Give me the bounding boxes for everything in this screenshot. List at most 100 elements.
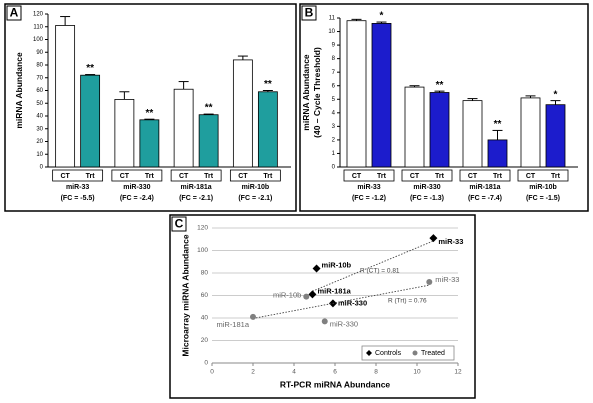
y-tick-label: 8: [332, 56, 336, 62]
y-tick-label: 0: [332, 165, 336, 171]
x-tick-label: 8: [374, 369, 378, 376]
group-note: (FC = -2.1): [179, 195, 213, 202]
bar: [346, 20, 367, 168]
x-tick-label: 4: [292, 369, 296, 376]
point-label: miR-33: [435, 275, 459, 284]
group-label: miR-10b: [242, 184, 270, 191]
x-tick-label: CT: [468, 173, 478, 180]
point-label: miR-181a: [216, 320, 249, 329]
group-label: miR-10b: [529, 184, 557, 191]
panel-frame: [169, 214, 476, 399]
x-tick-label: Trt: [435, 173, 445, 180]
x-tick-label: Trt: [493, 173, 503, 180]
annotation: R (Trt) = 0.76: [388, 298, 427, 305]
panel-label-box: [301, 5, 317, 21]
group-note: (FC = -1.3): [410, 195, 444, 202]
panel-frame: [299, 3, 589, 212]
x-tick-label: CT: [352, 173, 362, 180]
y-tick-label: 120: [197, 225, 208, 232]
x-tick-label: Trt: [86, 173, 96, 180]
y-tick-label: 60: [36, 88, 43, 94]
x-tick-label: CT: [60, 173, 70, 180]
group-note: (FC = -1.5): [526, 195, 560, 202]
category-box: [459, 169, 511, 182]
significance-label: **: [436, 80, 444, 91]
y-tick-label: 2: [332, 137, 336, 143]
bar: [173, 88, 194, 168]
category-box: [343, 169, 395, 182]
y-tick-label: 120: [33, 12, 44, 18]
group-label: miR-330: [123, 184, 150, 191]
y-tick-label: 110: [33, 24, 43, 30]
group-label: miR-330: [413, 184, 440, 191]
group-label: miR-181a: [181, 184, 212, 191]
annotation: R (CT) = 0.81: [360, 268, 400, 275]
y-tick-label: 100: [33, 37, 44, 43]
point: [303, 293, 310, 300]
y-tick-label: 20: [36, 139, 43, 145]
x-tick-label: 2: [251, 369, 255, 376]
point: [312, 264, 321, 273]
x-tick-label: CT: [179, 173, 189, 180]
y-tick-label: 3: [332, 124, 336, 130]
group-label: miR-33: [357, 184, 380, 191]
y-tick-label: 0: [204, 360, 208, 367]
x-tick-label: CT: [120, 173, 130, 180]
y-tick-label: 10: [36, 152, 43, 158]
y-tick-label: 9: [332, 43, 336, 49]
group-note: (FC = -5.5): [61, 195, 95, 202]
y-tick-label: 90: [36, 50, 43, 56]
category-box: [517, 169, 569, 182]
x-tick-label: CT: [526, 173, 536, 180]
point-label: miR-181a: [317, 286, 351, 295]
y-axis-title: Microarray miRNA Abundance: [180, 234, 190, 356]
x-tick-label: Trt: [377, 173, 387, 180]
x-tick-label: CT: [410, 173, 420, 180]
legend-marker: [412, 350, 418, 356]
bar: [80, 74, 101, 168]
point-label: miR-330: [330, 319, 358, 328]
x-tick-label: 10: [413, 369, 421, 376]
bar: [404, 86, 425, 168]
panel-label-box: [6, 5, 22, 21]
x-tick-label: CT: [238, 173, 248, 180]
x-tick-label: Trt: [551, 173, 561, 180]
legend-label: Treated: [421, 350, 445, 357]
bar: [257, 91, 278, 168]
y-tick-label: 4: [332, 110, 336, 116]
significance-label: **: [494, 119, 502, 130]
group-note: (FC = -2.1): [238, 195, 272, 202]
point-label: miR-10b: [273, 291, 301, 300]
category-box: [111, 169, 163, 182]
y-tick-label: 0: [40, 165, 44, 171]
y-tick-label: 80: [201, 270, 209, 277]
group-label: miR-181a: [469, 184, 500, 191]
point: [308, 290, 317, 299]
panel-label: A: [10, 6, 19, 20]
y-tick-label: 5: [332, 97, 336, 103]
significance-label: *: [380, 11, 384, 22]
significance-label: **: [145, 108, 153, 119]
x-axis-title: RT-PCR miRNA Abundance: [280, 379, 391, 389]
y-axis-title-line: (40 – Cycle Threshold): [312, 47, 322, 138]
y-tick-label: 11: [329, 16, 336, 22]
bar: [198, 114, 219, 168]
y-tick-label: 20: [201, 337, 209, 344]
legend-box: [361, 345, 455, 361]
x-tick-label: Trt: [145, 173, 155, 180]
y-axis-title: miRNA Abundance(40 – Cycle Threshold): [301, 47, 322, 138]
category-box: [170, 169, 222, 182]
trendline: [312, 240, 434, 292]
y-tick-label: 40: [201, 315, 209, 322]
y-tick-label: 1: [332, 151, 336, 157]
bar: [545, 104, 566, 168]
y-tick-label: 6: [332, 83, 336, 89]
y-axis-title: miRNA Abundance: [14, 52, 24, 129]
x-tick-label: 0: [210, 369, 214, 376]
point-label: miR-10b: [322, 260, 352, 269]
bar: [371, 23, 392, 168]
panel-frame: [4, 3, 297, 212]
x-tick-label: Trt: [263, 173, 273, 180]
y-tick-label: 80: [36, 63, 43, 69]
